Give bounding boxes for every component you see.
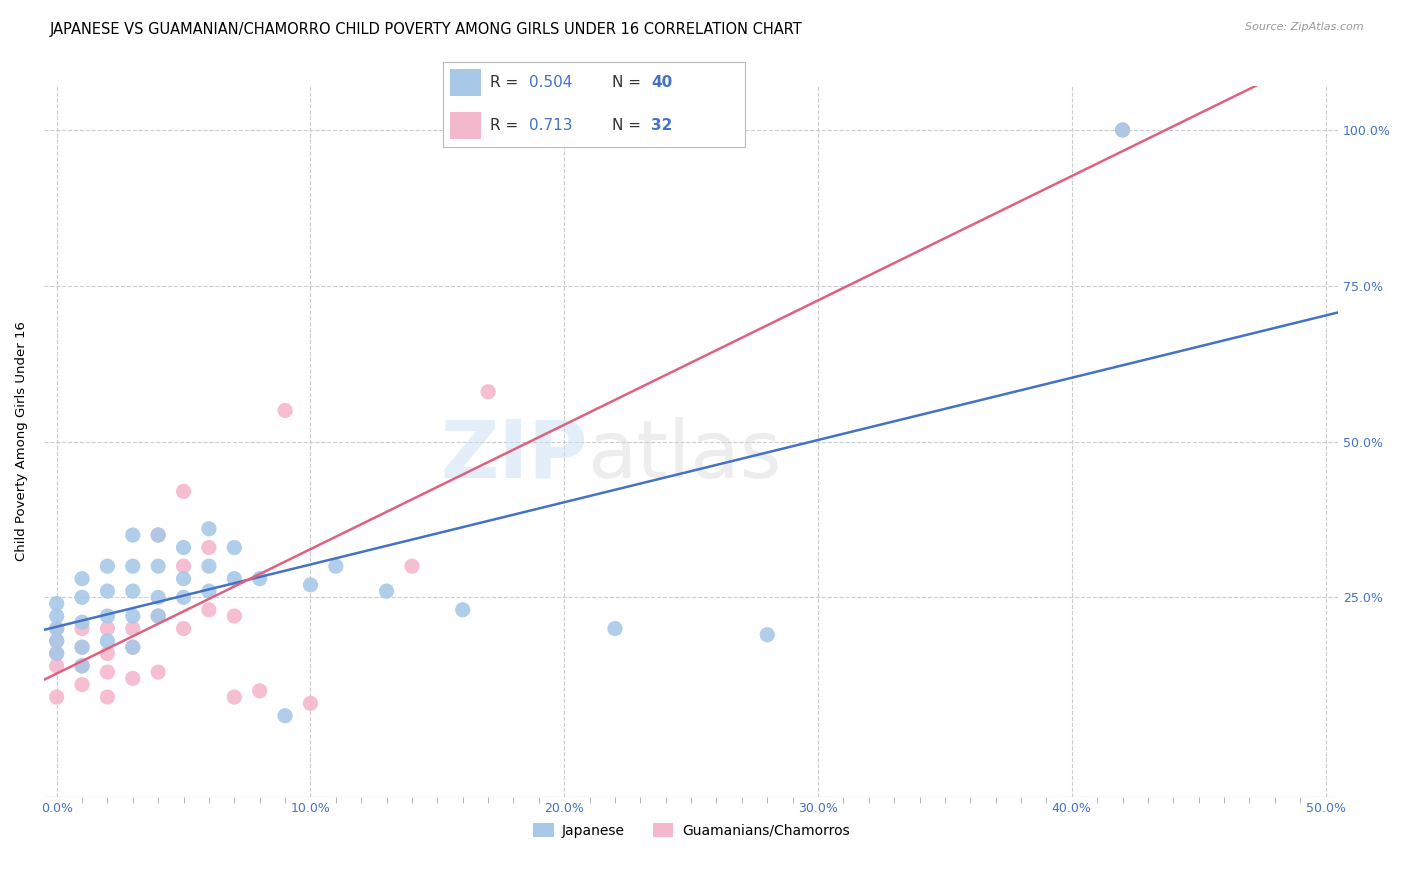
Point <box>325 559 347 574</box>
Point <box>70 659 93 673</box>
Text: R =: R = <box>489 118 523 133</box>
Point <box>224 541 246 555</box>
Text: 0.504: 0.504 <box>529 75 572 90</box>
Text: N =: N = <box>612 75 645 90</box>
Point <box>146 559 169 574</box>
Point <box>451 603 474 617</box>
Point <box>45 634 67 648</box>
Point <box>274 403 297 417</box>
Point <box>146 591 169 605</box>
Text: 0.713: 0.713 <box>529 118 572 133</box>
Point <box>121 584 143 599</box>
Point <box>96 665 118 679</box>
Point <box>121 528 143 542</box>
Point <box>146 528 169 542</box>
Point <box>121 671 143 685</box>
Point <box>70 659 93 673</box>
Point <box>121 622 143 636</box>
Point <box>121 640 143 655</box>
Point <box>70 677 93 691</box>
Point <box>70 640 93 655</box>
Point <box>45 609 67 624</box>
Point <box>173 572 195 586</box>
Point <box>45 647 67 661</box>
Point <box>198 559 221 574</box>
Point <box>121 640 143 655</box>
Point <box>249 572 271 586</box>
Text: 32: 32 <box>651 118 673 133</box>
Text: R =: R = <box>489 75 523 90</box>
Point <box>45 622 67 636</box>
Point <box>249 683 271 698</box>
Point <box>401 559 423 574</box>
Point <box>198 584 221 599</box>
FancyBboxPatch shape <box>450 70 481 96</box>
Point <box>375 584 398 599</box>
Point <box>1111 123 1133 137</box>
Point <box>173 541 195 555</box>
Point <box>96 634 118 648</box>
Point <box>173 622 195 636</box>
Point <box>121 609 143 624</box>
Point <box>96 690 118 704</box>
Point <box>173 484 195 499</box>
Point <box>96 609 118 624</box>
Point <box>146 609 169 624</box>
Point <box>198 603 221 617</box>
Point <box>603 622 626 636</box>
Point <box>756 628 779 642</box>
Point <box>146 609 169 624</box>
Point <box>299 696 322 710</box>
Point <box>70 572 93 586</box>
Point <box>121 559 143 574</box>
Point <box>274 708 297 723</box>
FancyBboxPatch shape <box>450 112 481 139</box>
Point <box>45 634 67 648</box>
Text: N =: N = <box>612 118 645 133</box>
Point <box>477 384 499 399</box>
Point <box>146 665 169 679</box>
Text: JAPANESE VS GUAMANIAN/CHAMORRO CHILD POVERTY AMONG GIRLS UNDER 16 CORRELATION CH: JAPANESE VS GUAMANIAN/CHAMORRO CHILD POV… <box>49 22 801 37</box>
Point <box>45 659 67 673</box>
Point <box>146 528 169 542</box>
Point <box>70 591 93 605</box>
Text: atlas: atlas <box>588 417 782 495</box>
Point <box>224 690 246 704</box>
Point <box>198 541 221 555</box>
Point <box>198 522 221 536</box>
Point <box>224 609 246 624</box>
Point <box>96 647 118 661</box>
Point <box>173 591 195 605</box>
Point <box>45 647 67 661</box>
Text: Source: ZipAtlas.com: Source: ZipAtlas.com <box>1246 22 1364 32</box>
Legend: Japanese, Guamanians/Chamorros: Japanese, Guamanians/Chamorros <box>527 817 855 843</box>
Point <box>45 597 67 611</box>
Point <box>299 578 322 592</box>
Point <box>96 622 118 636</box>
Point <box>45 690 67 704</box>
Point <box>70 622 93 636</box>
Point <box>224 572 246 586</box>
Point <box>45 622 67 636</box>
Point <box>70 615 93 630</box>
Text: ZIP: ZIP <box>440 417 588 495</box>
Point <box>70 640 93 655</box>
Text: 40: 40 <box>651 75 672 90</box>
Point <box>173 559 195 574</box>
Y-axis label: Child Poverty Among Girls Under 16: Child Poverty Among Girls Under 16 <box>15 322 28 561</box>
Point <box>96 559 118 574</box>
Point <box>1111 123 1133 137</box>
Point <box>96 584 118 599</box>
